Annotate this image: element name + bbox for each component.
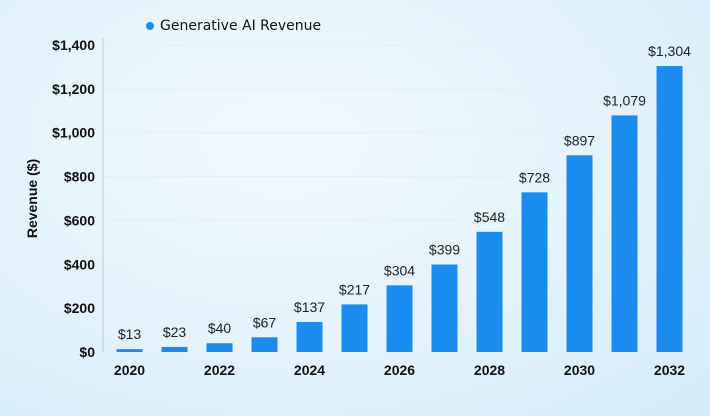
y-tick-label: $1,200 <box>52 81 95 97</box>
x-tick-label: 2020 <box>114 362 145 378</box>
data-label: $399 <box>429 242 460 258</box>
y-tick-label: $1,000 <box>52 125 95 141</box>
bar-2026 <box>386 285 413 352</box>
x-tick-label: 2032 <box>654 362 685 378</box>
bar-2028 <box>476 231 503 352</box>
data-label: $1,304 <box>648 43 691 59</box>
data-label: $67 <box>253 314 277 330</box>
bar-2030 <box>566 155 593 352</box>
bar-2020 <box>116 349 143 352</box>
bar-2027 <box>431 264 458 352</box>
y-tick-label: $200 <box>64 300 95 316</box>
data-label: $13 <box>118 326 142 342</box>
data-label: $1,079 <box>603 92 646 108</box>
bar-2031 <box>611 115 638 352</box>
x-tick-label: 2022 <box>204 362 235 378</box>
y-tick-label: $0 <box>79 344 95 360</box>
x-tick-label: 2030 <box>564 362 595 378</box>
legend-label: Generative AI Revenue <box>160 18 322 34</box>
data-label: $548 <box>474 209 505 225</box>
bar-2025 <box>341 304 368 352</box>
bar-2022 <box>206 343 233 352</box>
data-label: $897 <box>564 132 595 148</box>
legend: Generative AI Revenue <box>146 18 321 34</box>
bar-2023 <box>251 337 278 352</box>
y-axis-title: Revenue ($) <box>24 159 40 238</box>
data-label: $40 <box>208 320 232 336</box>
data-label: $217 <box>339 281 370 297</box>
y-tick-label: $400 <box>64 256 95 272</box>
data-label: $137 <box>294 299 325 315</box>
data-label: $304 <box>384 262 415 278</box>
bar-2029 <box>521 192 548 352</box>
bar-2024 <box>296 321 323 352</box>
y-tick-label: $600 <box>64 212 95 228</box>
bar-2021 <box>161 346 188 352</box>
x-tick-label: 2024 <box>294 362 325 378</box>
x-tick-label: 2028 <box>474 362 505 378</box>
y-tick-label: $800 <box>64 169 95 185</box>
legend-marker <box>146 22 154 30</box>
x-tick-label: 2026 <box>384 362 415 378</box>
bar-2032 <box>656 66 683 353</box>
y-tick-label: $1,400 <box>52 37 95 53</box>
data-label: $23 <box>163 324 187 340</box>
data-label: $728 <box>519 169 550 185</box>
